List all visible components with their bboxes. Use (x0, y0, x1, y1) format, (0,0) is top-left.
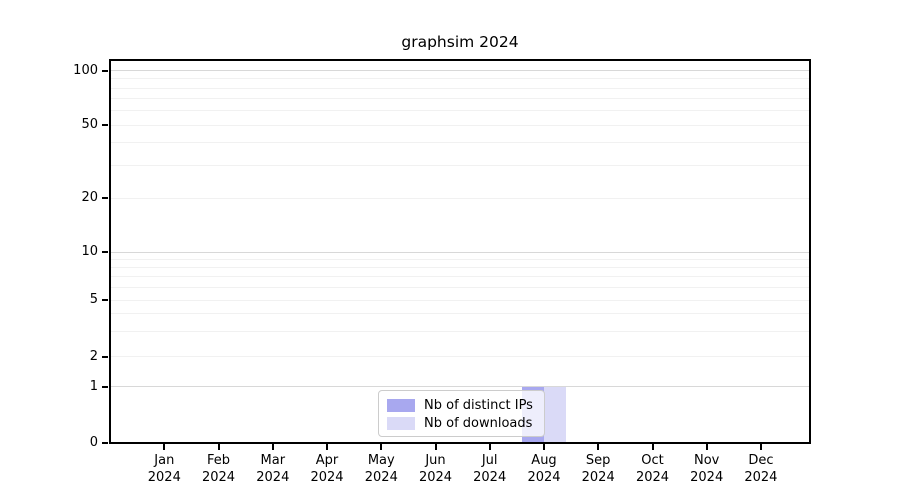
x-tick-year: 2024 (364, 470, 398, 485)
chart-title: graphsim 2024 (401, 33, 519, 51)
gridline-minor (111, 197, 809, 199)
x-tick-month: Oct (641, 453, 664, 468)
y-tick-mark (102, 299, 108, 301)
x-tick-mark (434, 444, 437, 450)
y-tick-mark (102, 251, 108, 253)
gridline-minor (111, 142, 809, 144)
gridline-minor (111, 331, 809, 332)
x-tick-label: Jun 2024 (408, 452, 464, 486)
y-tick-label: 50 (81, 117, 98, 132)
x-tick-label: Apr 2024 (299, 452, 355, 486)
x-tick-year: 2024 (310, 470, 344, 485)
gridline-minor (111, 313, 809, 315)
legend-item: Nb of downloads (387, 414, 536, 432)
y-tick-mark (102, 385, 108, 388)
x-tick-mark (326, 444, 328, 450)
x-tick-label: Nov 2024 (679, 452, 735, 486)
gridline-minor (111, 124, 809, 126)
axis-spine-top (109, 59, 811, 61)
x-tick-label: Oct 2024 (625, 452, 681, 486)
x-tick-year: 2024 (418, 470, 453, 485)
x-tick-mark (380, 444, 383, 450)
y-tick-label: 5 (89, 292, 98, 307)
x-tick-month: Nov (694, 453, 720, 468)
x-tick-mark (705, 444, 708, 450)
x-tick-year: 2024 (147, 470, 181, 485)
axis-spine-left (109, 59, 111, 444)
x-tick-label: Jan 2024 (136, 452, 192, 486)
x-tick-year: 2024 (527, 470, 561, 485)
x-tick-mark (597, 444, 600, 450)
x-tick-month: May (367, 453, 395, 468)
y-tick-label: 2 (89, 348, 98, 364)
gridline-minor (111, 299, 809, 301)
gridline-minor (111, 78, 809, 80)
legend-item: Nb of distinct IPs (387, 396, 536, 414)
y-tick-label: 0 (89, 435, 98, 450)
x-tick-mark (271, 444, 274, 450)
y-tick-label: 1 (89, 378, 98, 394)
x-tick-label: Mar 2024 (245, 452, 301, 486)
x-tick-month: Jun (425, 453, 446, 468)
gridline-major (111, 386, 809, 387)
y-tick-label: 10 (81, 244, 98, 259)
legend-label: Nb of distinct IPs (424, 397, 533, 413)
x-tick-mark (543, 444, 545, 450)
x-tick-year: 2024 (690, 470, 724, 485)
x-tick-year: 2024 (256, 470, 290, 485)
x-tick-month: Feb (206, 453, 231, 468)
x-tick-year: 2024 (581, 470, 615, 485)
gridline-minor (111, 110, 809, 112)
x-tick-year: 2024 (635, 470, 670, 485)
gridline-minor (111, 276, 809, 278)
x-tick-label: May 2024 (353, 452, 409, 486)
x-tick-mark (488, 444, 491, 450)
x-tick-label: Jul 2024 (462, 452, 518, 486)
x-tick-year: 2024 (473, 470, 507, 485)
y-tick-mark (102, 69, 108, 72)
x-tick-year: 2024 (744, 470, 778, 485)
axis-spine-right (809, 59, 811, 444)
x-tick-mark (651, 444, 654, 450)
x-tick-mark (163, 444, 166, 450)
axis-spine-bottom (109, 442, 811, 444)
x-tick-month: Dec (748, 453, 774, 468)
x-tick-year: 2024 (201, 470, 236, 485)
x-tick-month: Mar (260, 453, 286, 468)
legend-swatch-distinct-ips (387, 398, 415, 412)
gridline-major (111, 70, 809, 71)
gridline-minor (111, 286, 809, 288)
x-tick-label: Dec 2024 (733, 452, 789, 486)
legend: Nb of distinct IPs Nb of downloads (378, 390, 545, 437)
gridline-major (111, 251, 809, 253)
x-tick-month: Aug (531, 453, 557, 468)
x-tick-label: Feb 2024 (191, 452, 247, 486)
gridline-minor (111, 267, 809, 268)
x-tick-label: Aug 2024 (516, 452, 572, 486)
y-tick-mark (102, 197, 108, 199)
y-tick-mark (102, 124, 108, 126)
x-tick-month: Apr (315, 453, 339, 468)
gridline-minor (111, 165, 809, 167)
x-tick-label: Sep 2024 (570, 452, 626, 486)
y-tick-label: 100 (73, 62, 98, 78)
y-tick-mark (102, 355, 108, 358)
x-tick-mark (759, 444, 762, 450)
x-tick-month: Sep (585, 453, 611, 468)
y-tick-label: 20 (81, 190, 98, 205)
legend-label: Nb of downloads (424, 415, 533, 431)
x-tick-mark (217, 444, 220, 450)
gridline-minor (111, 258, 809, 260)
gridline-minor (111, 87, 809, 89)
gridline-minor (111, 356, 809, 357)
gridline-minor (111, 98, 809, 99)
y-tick-mark (102, 442, 108, 444)
legend-swatch-downloads (387, 416, 415, 430)
x-tick-month: Jan (154, 453, 175, 468)
bar-downloads (544, 386, 566, 443)
x-tick-month: Jul (481, 453, 498, 468)
